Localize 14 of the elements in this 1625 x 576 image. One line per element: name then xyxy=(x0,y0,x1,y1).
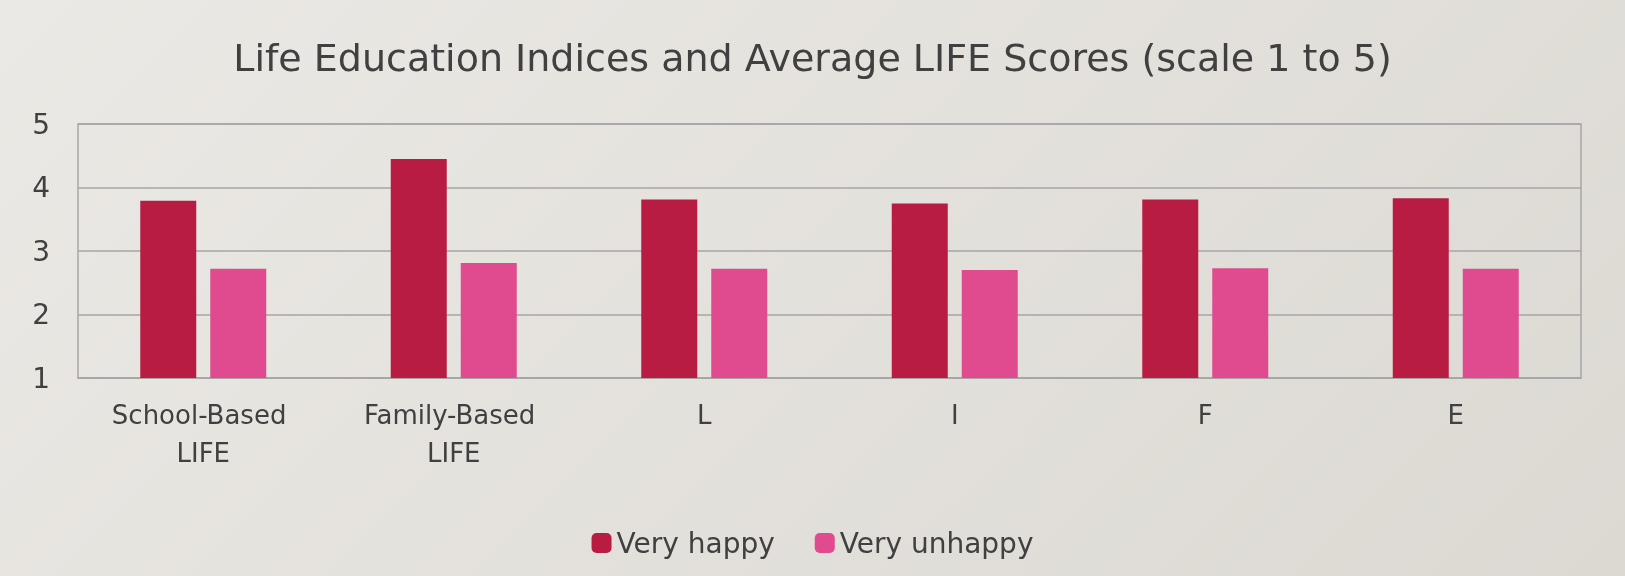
x-tick-label: School-Based LIFE xyxy=(111,400,295,468)
x-tick-label: I xyxy=(950,400,959,430)
y-tick-label: 4 xyxy=(32,171,50,204)
chart-title: Life Education Indices and Average LIFE Scores (scale 1 to 5) xyxy=(233,36,1392,80)
legend-label: Very unhappy xyxy=(839,526,1034,560)
legend-label: Very happy xyxy=(616,526,775,560)
x-tick-label: F xyxy=(1197,400,1213,430)
y-tick-label: 2 xyxy=(32,298,50,331)
x-tick-label: Family-Based LIFE xyxy=(363,400,544,468)
y-tick-label: 5 xyxy=(32,107,50,141)
x-tick-label: L xyxy=(697,400,712,430)
y-tick-label: 3 xyxy=(32,234,50,268)
y-tick-label: 1 xyxy=(32,361,50,395)
x-tick-label: E xyxy=(1447,400,1464,430)
